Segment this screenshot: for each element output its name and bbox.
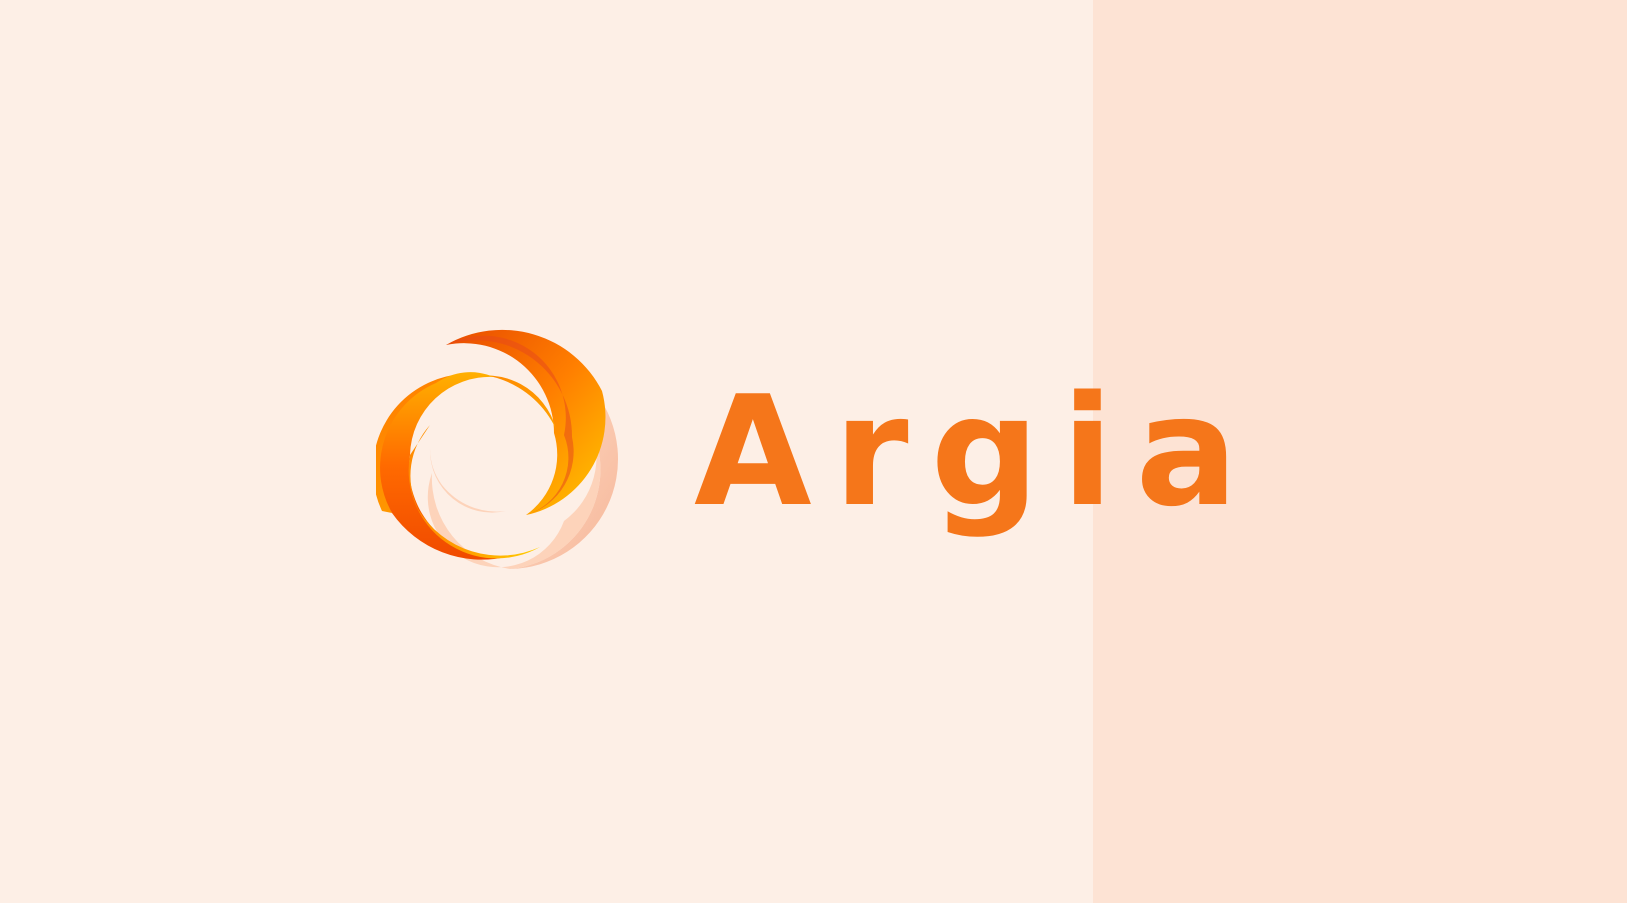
brand-wordmark: Argia <box>694 363 1261 540</box>
background-panel-right <box>1093 0 1627 903</box>
swirl-ring-icon <box>376 329 619 569</box>
